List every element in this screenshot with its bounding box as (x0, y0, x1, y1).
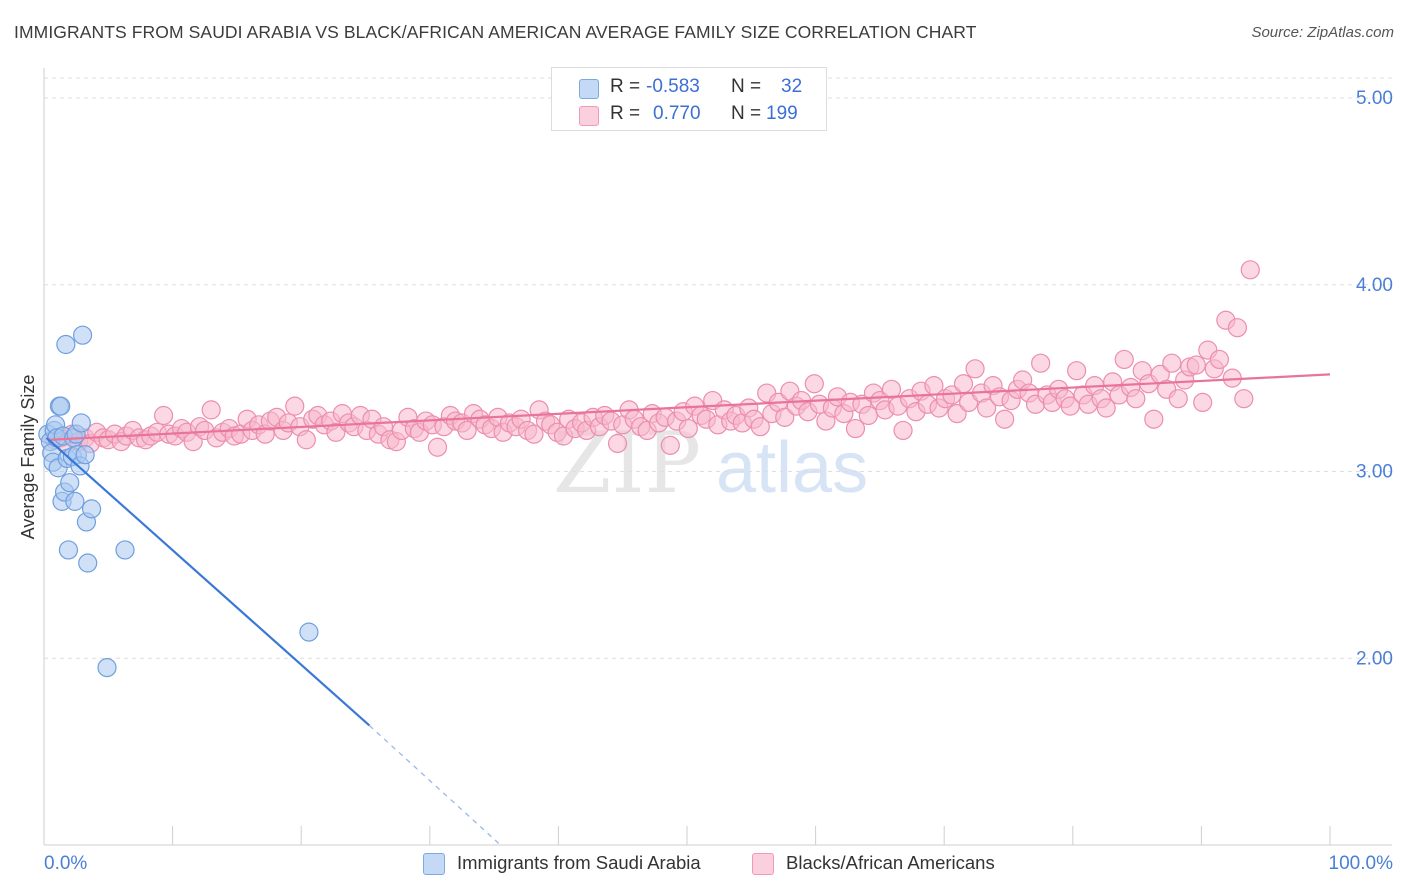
saudi-point (71, 413, 91, 433)
y-axis-label: Average Family Size (18, 375, 38, 540)
black-point (153, 405, 174, 426)
black-point (1186, 355, 1206, 375)
black-point (1227, 318, 1248, 338)
black-point (965, 359, 985, 379)
black-point (804, 374, 824, 394)
black-point (457, 420, 477, 441)
black-point (285, 396, 305, 416)
black-point (845, 418, 866, 439)
black-point (750, 417, 770, 437)
black-point (893, 420, 913, 441)
watermark-atlas: atlas (716, 428, 868, 508)
saudi-point (56, 334, 76, 355)
legend-r-label: R = (610, 103, 641, 124)
black-point (881, 379, 902, 399)
bottom-legend-swatch-black (752, 853, 774, 875)
black-point (1209, 349, 1230, 370)
black-point (607, 433, 628, 454)
black-point (1162, 353, 1182, 373)
black-point (1067, 361, 1087, 381)
black-point (201, 400, 221, 420)
black-point (1144, 409, 1164, 429)
black-point (1240, 260, 1260, 280)
chart-title: IMMIGRANTS FROM SAUDI ARABIA VS BLACK/AF… (14, 22, 977, 42)
black-point (1193, 392, 1213, 413)
black-point (1126, 389, 1146, 409)
black-point (660, 435, 680, 455)
x-tick-label-max: 100.0% (1329, 853, 1394, 874)
saudi-point (58, 540, 79, 560)
legend-r-value: 0.770 (653, 103, 701, 124)
source-credit: Source: ZipAtlas.com (1251, 24, 1394, 41)
black-point (1114, 349, 1134, 370)
legend-row-saudi: R = -0.583 N = 32 (552, 74, 826, 102)
black-point (678, 418, 698, 439)
black-point (953, 374, 974, 394)
bottom-legend-label-black: Blacks/African Americans (786, 852, 995, 873)
saudi-point (65, 491, 85, 511)
bottom-legend-label-saudi: Immigrants from Saudi Arabia (457, 852, 701, 873)
saudi-point (51, 396, 71, 416)
black-point (775, 407, 795, 427)
black-point (296, 430, 316, 450)
black-point (995, 409, 1015, 429)
saudi-trend-extension (368, 725, 501, 846)
black-point (1031, 353, 1051, 373)
legend-swatch-saudi (579, 79, 599, 99)
saudi-point (75, 445, 95, 465)
saudi-trend-line (45, 437, 371, 727)
legend-n-label: N = (731, 103, 762, 124)
correlation-legend: R = -0.583 N = 32 R = 0.770 N = 199 (551, 67, 827, 131)
black-point (524, 424, 544, 444)
black-point (326, 422, 346, 442)
black-point (1234, 389, 1254, 409)
legend-row-black: R = 0.770 N = 199 (552, 101, 826, 129)
black-point (858, 405, 878, 426)
y-tick-label: 2.00 (1356, 648, 1393, 669)
saudi-point (97, 657, 117, 678)
saudi-point (72, 325, 93, 345)
legend-n-label: N = (731, 76, 762, 97)
y-tick-label: 5.00 (1356, 88, 1393, 109)
black-point (1168, 389, 1188, 409)
black-trend-line (50, 373, 1331, 441)
legend-swatch-black (579, 106, 599, 126)
saudi-point (81, 499, 102, 519)
bottom-legend-swatch-saudi (423, 853, 445, 875)
x-tick-label-min: 0.0% (44, 853, 87, 874)
black-point (977, 398, 997, 418)
legend-n-value: 32 (781, 76, 803, 97)
y-tick-label: 3.00 (1356, 462, 1393, 483)
black-point (947, 404, 967, 424)
black-point (427, 437, 448, 457)
legend-r-value: -0.583 (646, 76, 700, 97)
saudi-point (115, 540, 135, 560)
saudi-point (299, 622, 319, 642)
legend-n-value: 199 (766, 103, 798, 124)
saudi-point (60, 473, 80, 493)
y-tick-label: 4.00 (1356, 275, 1393, 296)
legend-r-label: R = (610, 76, 641, 97)
black-point (1096, 398, 1116, 418)
saudi-point (78, 553, 98, 573)
